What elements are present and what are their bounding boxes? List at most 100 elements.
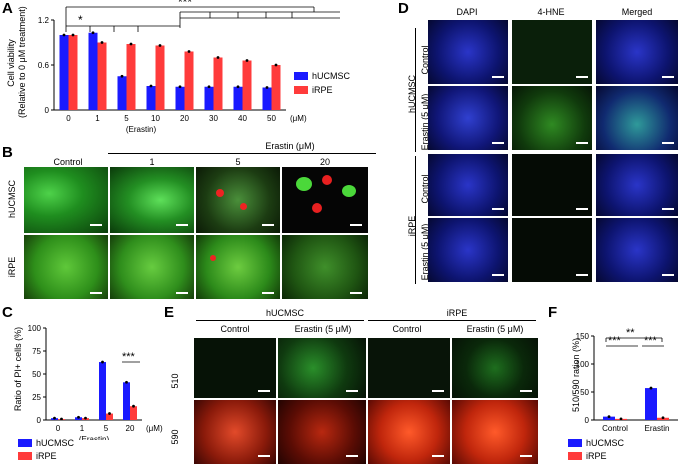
scale-bar	[492, 208, 504, 210]
bar-hucmsc	[117, 76, 127, 110]
x-tick-label: 10	[151, 114, 160, 123]
legend-item: iRPE	[18, 451, 74, 461]
bar-irpe	[242, 60, 252, 110]
scale-bar	[662, 208, 674, 210]
bar-hucmsc	[59, 35, 69, 110]
scale-bar	[576, 142, 588, 144]
panel-b-label: B	[2, 144, 13, 161]
bar-hucmsc	[88, 32, 98, 110]
bar-hucmsc	[233, 86, 243, 110]
micrograph-e-hucmsc-erastin-510	[278, 338, 366, 398]
data-point	[84, 416, 87, 420]
sig-star: ***	[122, 351, 136, 363]
sig-star: *	[78, 13, 83, 27]
scale-bar	[576, 76, 588, 78]
micrograph-irpe-20	[282, 235, 368, 299]
scale-bar	[576, 274, 588, 276]
x-tick-label: 1	[80, 424, 85, 433]
panel-a-ylabel-line2: (Relative to 0 μM treatment)	[17, 6, 27, 118]
scale-bar	[90, 224, 102, 226]
data-point	[108, 412, 111, 415]
panel-d-col: DAPI	[456, 7, 478, 17]
panel-e-group-label: iRPE	[446, 308, 468, 318]
bar-irpe	[126, 44, 136, 110]
data-point	[53, 416, 56, 420]
micrograph-irpe-control	[24, 235, 108, 299]
panel-e-group-label: hUCMSC	[265, 308, 304, 318]
bar-hucmsc	[146, 86, 156, 110]
scale-bar	[662, 274, 674, 276]
pi-cell	[322, 175, 332, 185]
y-tick-label: 100	[576, 360, 590, 369]
micrograph-d-hucmsc-control-dapi	[428, 20, 508, 84]
legend-label: hUCMSC	[586, 438, 625, 448]
panel-b-row-label: hUCMSC	[7, 180, 17, 219]
panel-b-col: 5	[235, 157, 241, 167]
panel-d-group-rule	[415, 156, 416, 284]
pi-cell	[312, 203, 322, 213]
panel-e-label: E	[164, 304, 175, 321]
panel-e-row-label: 590	[170, 429, 180, 445]
bar-irpe	[97, 42, 107, 110]
pi-cell	[210, 255, 216, 261]
panel-f-chart: 0 50 100 150 Control Erastin ** *** ***	[576, 327, 678, 433]
y-tick-label: 25	[32, 393, 41, 402]
micrograph-irpe-5	[196, 235, 280, 299]
legend-swatch	[568, 452, 582, 460]
panel-e-group-rule	[368, 320, 536, 321]
legend-label: iRPE	[36, 451, 57, 461]
micrograph-e-hucmsc-control-590	[194, 400, 276, 464]
x-unit-label: (μM)	[290, 114, 307, 123]
data-point	[125, 380, 128, 384]
bar-irpe	[106, 413, 113, 420]
bar-hucmsc	[175, 86, 185, 110]
micrograph-d-irpe-control-dapi	[428, 154, 508, 216]
bar-irpe	[155, 45, 165, 110]
bar-hucmsc	[204, 86, 214, 110]
panel-d-col: Merged	[621, 7, 653, 17]
legend-swatch	[18, 452, 32, 460]
bar-irpe	[68, 35, 78, 110]
panel-a-ylabel-line1: Cell viability	[6, 39, 16, 87]
data-point	[71, 33, 75, 37]
scale-bar	[90, 292, 102, 294]
y-tick-label: 0	[45, 106, 50, 115]
panel-f-label: F	[548, 304, 558, 321]
y-tick-label: 1.2	[38, 16, 50, 25]
data-point	[619, 417, 623, 421]
scale-bar	[492, 142, 504, 144]
legend-swatch	[18, 439, 32, 447]
bar-hucmsc	[99, 362, 106, 420]
data-point	[207, 85, 211, 89]
panel-a-label: A	[2, 0, 13, 17]
micrograph-e-irpe-erastin-510	[452, 338, 538, 398]
panel-d-label: D	[398, 0, 409, 17]
x-tick-label: Control	[602, 424, 628, 433]
panel-b-header: Erastin (μM)	[265, 141, 315, 151]
data-point	[236, 85, 240, 89]
scale-bar	[176, 292, 188, 294]
panel-c-chart: 0 25 50 75 100 0 1 5 20 (μM) (Erastin) ***	[28, 324, 163, 440]
y-tick-label: 75	[32, 347, 41, 356]
bar-irpe	[271, 65, 281, 110]
panel-d-col: 4-HNE	[537, 7, 565, 17]
data-point	[245, 59, 249, 62]
bar-hucmsc	[603, 416, 615, 420]
data-point	[132, 404, 135, 408]
legend-swatch	[294, 86, 308, 94]
bar-irpe	[184, 51, 194, 110]
data-point	[120, 74, 124, 78]
scale-bar	[258, 390, 270, 392]
bar-hucmsc	[123, 382, 130, 420]
legend-item: hUCMSC	[568, 438, 624, 448]
sig-star: ***	[178, 0, 192, 9]
panel-e-row-label: 510	[170, 373, 180, 389]
x-tick-label: 20	[180, 114, 189, 123]
legend-label: iRPE	[312, 85, 333, 95]
data-point	[77, 415, 80, 419]
micrograph-e-irpe-erastin-590	[452, 400, 538, 464]
data-point	[187, 50, 191, 53]
panel-c-bars: 0 25 50 75 100 0 1 5 20 (μM) (Erastin)	[28, 324, 163, 440]
panel-b-col: 20	[319, 157, 330, 167]
scale-bar	[662, 142, 674, 144]
